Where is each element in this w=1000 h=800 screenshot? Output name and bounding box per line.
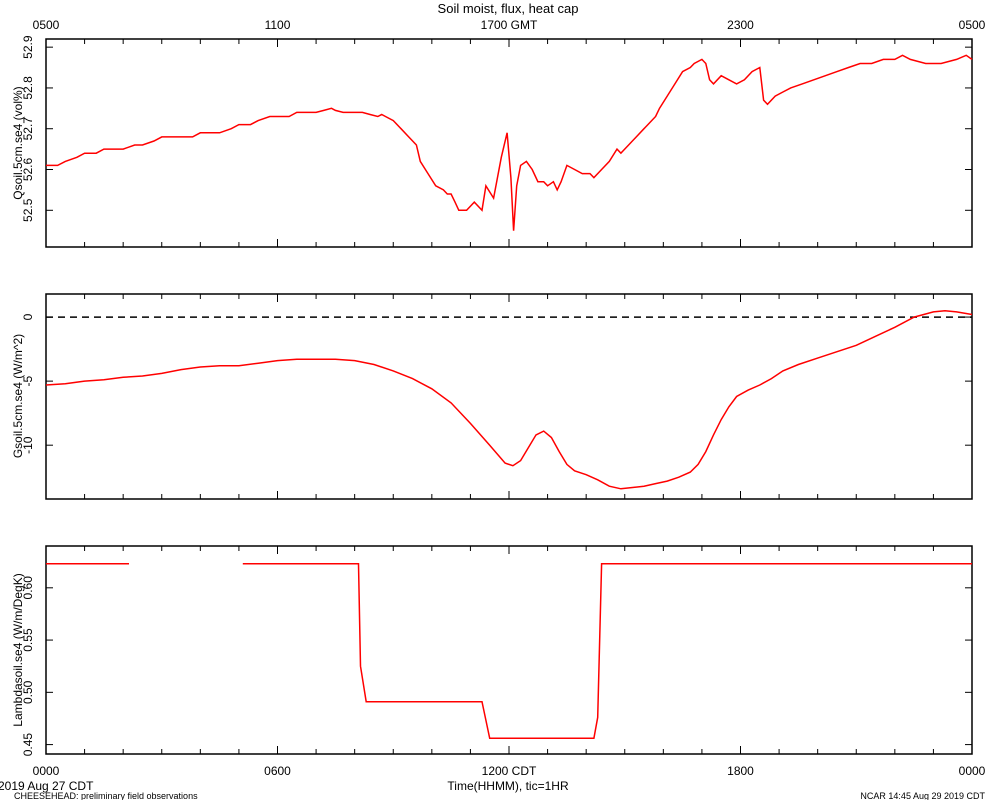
top-axis-labels: 0500 1100 1700 GMT 2300 0500 [33,18,986,32]
y-tick-label: 0 [21,313,35,320]
top-tick-label: 2300 [727,18,754,32]
project-footnote: CHEESEHEAD: preliminary field observatio… [14,791,198,800]
plot-frame [45,293,973,500]
soil-moisture-series-line [46,54,973,231]
y-tick-label: 52.6 [21,158,35,182]
soil-moisture-panel: 52.5 52.6 52.7 52.8 52.9 Qsoil.5cm.se4 (vol%… [11,35,973,248]
bottom-tick-label: 1200 CDT [482,764,537,778]
soil-heat-flux-panel: -10 -5 0 Gsoil.5cm.se4 (W/m^2) [11,293,973,500]
bottom-axis-labels: 0000 0600 1200 CDT 1800 0000 [33,764,986,778]
x-axis-label: Time(HHMM), tic=1HR [447,779,569,793]
y-axis-label: Gsoil.5cm.se4 (W/m^2) [11,334,25,458]
bottom-tick-label: 1800 [727,764,754,778]
y-tick-label: -5 [21,375,35,386]
y-tick-label: 0.50 [21,680,35,704]
plot-frame [45,38,973,248]
y-axis-label: Qsoil.5cm.se4 (vol%) [11,86,25,199]
y-axis-label: Lambdasoil.se4 (W/m/DegK) [11,573,25,726]
y-axis-ticks: 52.5 52.6 52.7 52.8 52.9 [21,35,972,222]
soil-heat-flux-series-line [45,309,973,490]
credit-footnote: NCAR 14:45 Aug 29 2019 CDT [860,791,985,800]
chart-title: Soil moist, flux, heat cap [438,1,579,16]
top-tick-label: 0500 [33,18,60,32]
y-axis-ticks: -10 -5 0 [21,313,972,454]
top-tick-label: 1100 [265,18,291,32]
plot-frame [45,545,973,755]
date-label: 2019 Aug 27 CDT [0,779,94,793]
y-tick-label: 0.60 [21,576,35,600]
bottom-tick-label: 0600 [264,764,291,778]
top-tick-label: 0500 [959,18,986,32]
thermal-conductivity-panel: 0.45 0.50 0.55 0.60 Lambdasoil.se4 (W/m/Deg… [11,545,973,756]
y-tick-label: -10 [21,436,35,454]
bottom-tick-label: 0000 [959,764,986,778]
thermal-conductivity-series-line [46,563,972,740]
y-axis-ticks: 0.45 0.50 0.55 0.60 [21,576,972,756]
y-tick-label: 52.8 [21,76,35,100]
bottom-tick-label: 0000 [33,764,60,778]
y-tick-label: 52.9 [21,35,35,59]
x-axis-ticks [45,39,973,754]
y-tick-label: 52.5 [21,198,35,222]
y-tick-label: 0.45 [21,733,35,757]
y-tick-label: 0.55 [21,628,35,652]
top-tick-label: 1700 GMT [481,18,538,32]
y-tick-label: 52.7 [21,117,35,141]
